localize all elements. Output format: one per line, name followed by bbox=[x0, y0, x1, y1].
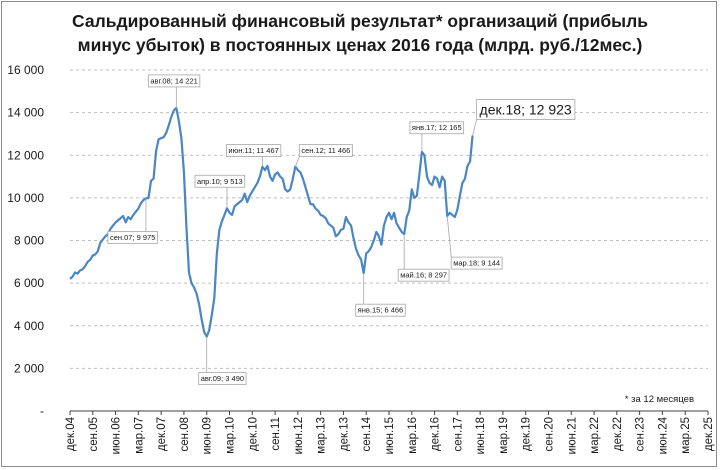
chart-title-line-1: Сальдированный финансовый результат* орг… bbox=[72, 11, 648, 31]
callout-box bbox=[298, 144, 353, 158]
x-tick-label: сен.17 bbox=[452, 417, 464, 451]
x-tick-label: мар.10 bbox=[225, 417, 237, 454]
data-callout: июн.11; 11 467 bbox=[226, 144, 282, 167]
data-callout: дек.18; 12 923 bbox=[472, 99, 576, 136]
x-tick-label: июн.15 bbox=[384, 417, 396, 454]
x-tick-label: сен.20 bbox=[544, 417, 556, 451]
y-tick-label: - bbox=[40, 404, 44, 418]
callout-box bbox=[355, 303, 406, 317]
x-tick-label: дек.19 bbox=[521, 417, 533, 451]
x-tick-label: мар.25 bbox=[680, 417, 692, 454]
chart-title: Сальдированный финансовый результат* орг… bbox=[72, 11, 648, 55]
y-tick-label: 6 000 bbox=[14, 276, 44, 290]
x-tick-label: сен.23 bbox=[635, 417, 647, 451]
data-callouts: авг.08; 14 221 сен.07; 9 975 авг.09; 3 490… bbox=[107, 74, 576, 386]
x-tick-label: июн.18 bbox=[475, 417, 487, 454]
x-tick-label: мар.13 bbox=[316, 417, 328, 454]
callout-label: авг.08; 14 221 bbox=[150, 76, 198, 85]
callout-box bbox=[107, 231, 158, 244]
series-lines bbox=[69, 106, 474, 338]
x-tick-label: дек.22 bbox=[612, 417, 624, 451]
chart-title-line-2: минус убыток) в постоянных ценах 2016 го… bbox=[78, 35, 643, 55]
y-tick-label: 14 000 bbox=[7, 106, 44, 120]
x-tick-label: дек.10 bbox=[247, 417, 259, 451]
data-callout: май.16; 8 297 bbox=[397, 234, 450, 282]
callout-label: май.16; 8 297 bbox=[400, 271, 447, 280]
x-tick-label: сен.11 bbox=[270, 417, 282, 451]
x-tick-label: сен.08 bbox=[179, 417, 191, 451]
x-axis-ticks: дек.04 сен.05 июн.06 мар.07 дек.07 сен.08 июн.… bbox=[65, 416, 715, 454]
y-axis-ticks: - 2 000 4 000 6 000 8 000 10 000 12 000 14 000 1… bbox=[7, 63, 44, 418]
x-tick-label: мар.22 bbox=[589, 417, 601, 454]
x-tick-label: дек.25 bbox=[703, 417, 715, 451]
data-callout: мар.18; 9 144 bbox=[446, 216, 503, 270]
x-tick-label: дек.07 bbox=[156, 417, 168, 451]
callout-label: янв.15; 6 466 bbox=[358, 306, 404, 315]
data-callout: сен.07; 9 975 bbox=[107, 198, 158, 244]
callout-label: сен.07; 9 975 bbox=[110, 233, 155, 242]
x-tick-label: июн.09 bbox=[202, 417, 214, 454]
callout-label: дек.18; 12 923 bbox=[480, 102, 572, 118]
y-tick-label: 12 000 bbox=[7, 148, 44, 162]
callout-box bbox=[147, 74, 201, 88]
y-gridlines bbox=[70, 69, 708, 369]
data-callout: апр.10; 9 513 bbox=[194, 174, 246, 209]
x-tick-label: дек.16 bbox=[430, 417, 442, 451]
footnote: * за 12 месяцев bbox=[625, 394, 694, 405]
data-callout: сен.12; 11 466 bbox=[294, 144, 353, 167]
callout-label: апр.10; 9 513 bbox=[197, 177, 243, 186]
callout-box bbox=[397, 268, 450, 282]
y-tick-label: 8 000 bbox=[14, 234, 44, 248]
callout-box bbox=[226, 144, 282, 158]
x-tick-label: июн.21 bbox=[566, 417, 578, 454]
callout-leader bbox=[446, 216, 452, 258]
callout-leader bbox=[294, 156, 300, 167]
callout-box bbox=[194, 174, 246, 188]
x-tick-label: дек.13 bbox=[338, 417, 350, 451]
x-tick-label: сен.05 bbox=[88, 417, 100, 451]
data-callout: авг.09; 3 490 bbox=[198, 336, 247, 386]
callout-box bbox=[409, 121, 465, 135]
x-tick-label: мар.07 bbox=[133, 417, 145, 454]
data-callout: янв.15; 6 466 bbox=[355, 273, 406, 317]
callout-leader bbox=[472, 119, 477, 136]
callout-label: мар.18; 9 144 bbox=[453, 259, 500, 268]
x-tick-label: мар.16 bbox=[407, 417, 419, 454]
callout-label: июн.11; 11 467 bbox=[228, 146, 278, 155]
y-tick-label: 10 000 bbox=[7, 191, 44, 205]
y-tick-label: 16 000 bbox=[7, 63, 44, 77]
callout-box bbox=[450, 256, 503, 270]
x-tick-label: сен.14 bbox=[361, 416, 373, 451]
series-line bbox=[69, 106, 474, 338]
x-tick-label: июн.06 bbox=[111, 417, 123, 454]
x-axis bbox=[69, 410, 709, 415]
data-callout: авг.08; 14 221 bbox=[147, 74, 201, 108]
x-tick-label: дек.04 bbox=[65, 416, 77, 451]
data-callout: янв.17; 12 165 bbox=[409, 121, 465, 152]
callout-label: авг.09; 3 490 bbox=[201, 374, 244, 383]
callout-label: янв.17; 12 165 bbox=[412, 123, 462, 132]
x-tick-label: июн.24 bbox=[657, 416, 669, 454]
x-tick-label: июн.12 bbox=[293, 417, 305, 454]
y-tick-label: 4 000 bbox=[14, 319, 44, 333]
x-tick-label: мар.19 bbox=[498, 417, 510, 454]
callout-box bbox=[198, 372, 247, 386]
callout-label: сен.12; 11 466 bbox=[301, 146, 350, 155]
callout-box bbox=[476, 99, 576, 120]
y-tick-label: 2 000 bbox=[14, 361, 44, 375]
